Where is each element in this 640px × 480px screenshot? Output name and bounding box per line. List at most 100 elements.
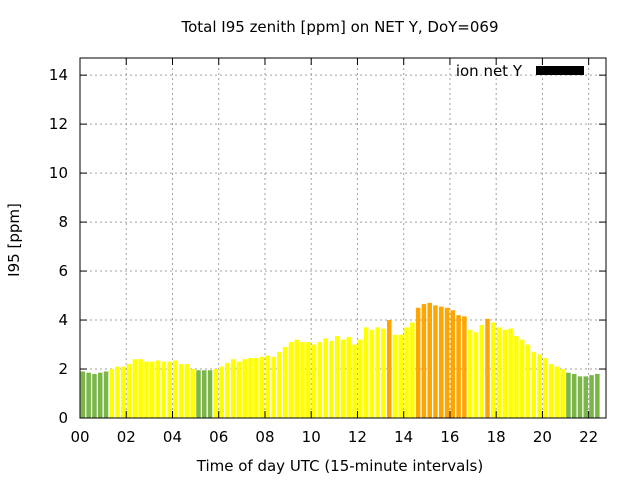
bar: [450, 310, 456, 418]
bar: [491, 322, 496, 418]
bar: [485, 318, 490, 418]
bar: [334, 335, 340, 418]
y-tick-label: 8: [58, 213, 68, 231]
x-tick-label: 00: [70, 428, 89, 446]
bar: [543, 358, 548, 418]
x-tick-label: 20: [533, 428, 552, 446]
x-tick-label: 10: [302, 428, 321, 446]
bar: [86, 372, 91, 418]
bar: [265, 355, 271, 418]
bars-group: [80, 302, 600, 418]
bar: [155, 360, 161, 418]
bar: [311, 344, 317, 418]
plot-frame: [79, 57, 607, 419]
bar: [577, 376, 583, 418]
x-axis-title: Time of day UTC (15-minute intervals): [196, 457, 483, 475]
bar: [508, 328, 513, 418]
bar: [560, 369, 565, 418]
bar: [439, 306, 444, 418]
y-tick-label: 0: [58, 409, 68, 427]
bar: [496, 327, 502, 418]
bar: [167, 361, 172, 418]
bar: [444, 307, 450, 418]
bar: [427, 302, 432, 418]
bar: [566, 372, 571, 418]
bar: [369, 329, 375, 418]
bar: [306, 342, 311, 418]
bar: [386, 320, 392, 418]
bar: [161, 361, 167, 418]
bar: [219, 366, 224, 418]
bar: [103, 371, 109, 418]
bar: [173, 360, 178, 418]
bar: [375, 327, 380, 418]
bar: [548, 364, 554, 418]
bar: [236, 361, 242, 418]
bar: [230, 359, 236, 418]
y-tick-label: 12: [49, 115, 68, 133]
bar: [473, 332, 479, 418]
bar: [525, 344, 531, 418]
legend-swatch: [536, 66, 584, 75]
bar: [207, 370, 213, 418]
bar: [277, 351, 282, 418]
bar: [288, 342, 294, 418]
bar: [589, 375, 594, 418]
bar: [595, 373, 600, 418]
bar: [583, 376, 589, 418]
bar: [433, 305, 438, 418]
x-tick-label: 16: [440, 428, 459, 446]
legend: ion net Y: [456, 62, 584, 80]
y-tick-label: 2: [58, 360, 68, 378]
bar: [398, 334, 404, 418]
bar: [340, 339, 346, 418]
bar: [514, 335, 519, 418]
bar: [254, 358, 259, 418]
bar: [537, 354, 542, 418]
bar: [502, 329, 508, 418]
x-tick-label: 08: [255, 428, 274, 446]
bar: [329, 340, 334, 418]
x-tick-label: 12: [348, 428, 367, 446]
bar: [109, 369, 115, 418]
bar: [190, 369, 195, 418]
bar: [352, 344, 357, 418]
bar: [225, 362, 230, 418]
y-tick-label: 6: [58, 262, 68, 280]
bar: [97, 372, 103, 418]
y-tick-label: 4: [58, 311, 68, 329]
x-tick-label: 14: [394, 428, 413, 446]
y-tick-label: 14: [49, 66, 68, 84]
bar: [80, 371, 86, 418]
y-tick-label: 10: [49, 164, 68, 182]
bar: [149, 361, 155, 418]
bar: [404, 327, 409, 418]
grid-lines: [80, 58, 606, 418]
bar: [178, 364, 184, 418]
bar: [531, 351, 537, 418]
bar: [213, 369, 219, 418]
bar: [519, 339, 525, 418]
bar: [462, 316, 467, 418]
x-tick-label: 22: [579, 428, 598, 446]
bar: [358, 339, 363, 418]
bar: [479, 324, 484, 418]
x-tick-label: 04: [163, 428, 182, 446]
bar: [259, 356, 265, 418]
x-tick-label: 02: [117, 428, 136, 446]
bar: [392, 334, 398, 418]
bar: [421, 304, 427, 418]
bar: [415, 307, 421, 418]
bar: [121, 366, 126, 418]
bar: [271, 356, 276, 418]
bar: [456, 315, 461, 418]
bar: [138, 359, 143, 418]
bar: [132, 359, 138, 418]
bar: [467, 329, 473, 418]
bar: [126, 364, 132, 418]
bar: [202, 370, 207, 418]
bar: [554, 366, 560, 418]
bar: [346, 337, 352, 418]
